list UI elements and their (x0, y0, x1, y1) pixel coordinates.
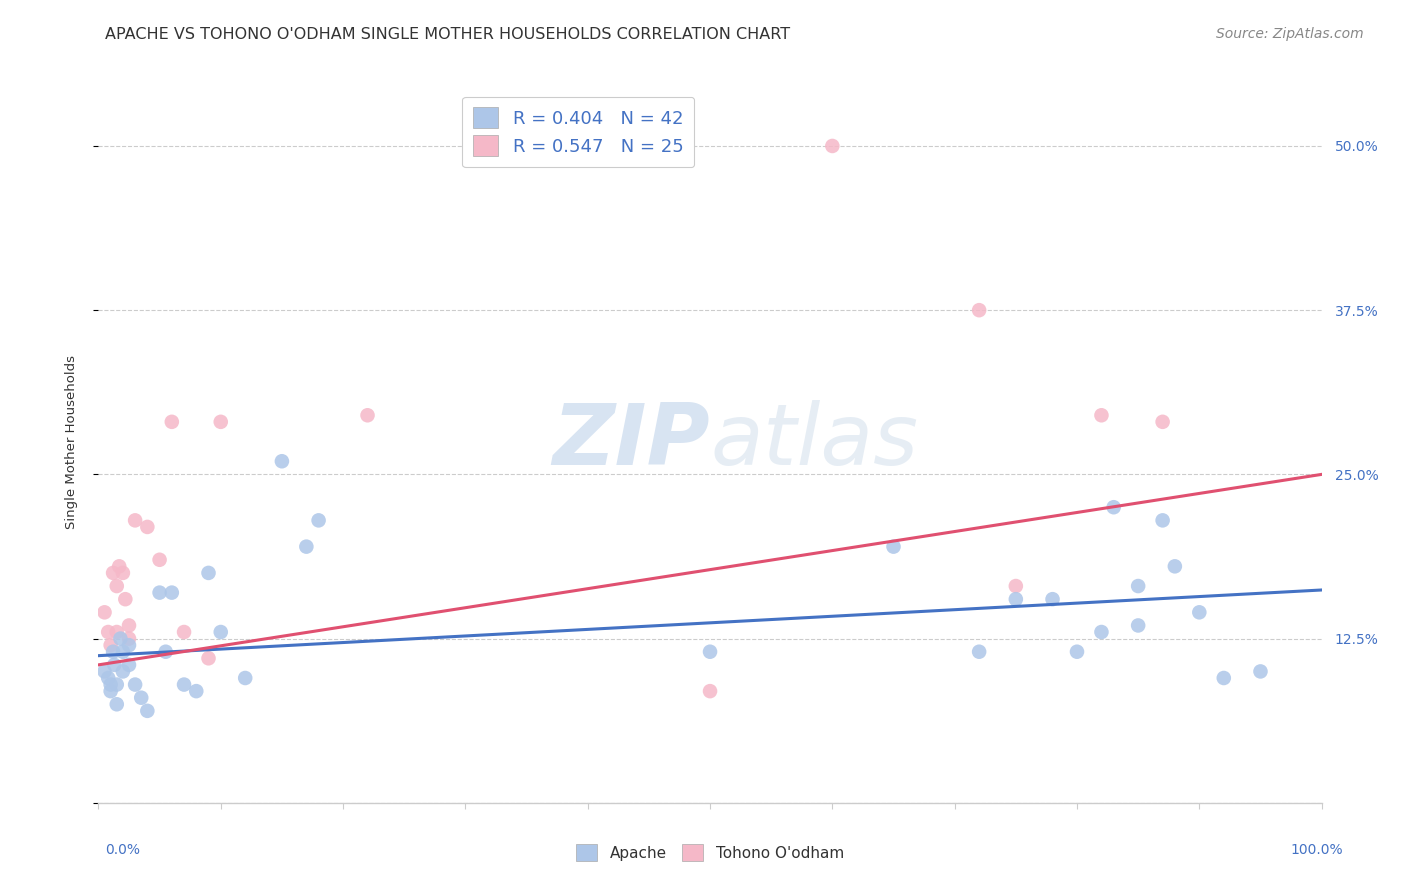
Point (173, 625, 195, 640)
Point (699, 684, 721, 698)
Text: ZIP: ZIP (553, 400, 710, 483)
Point (136, 520, 159, 534)
Point (108, 559, 131, 574)
Point (129, 690, 152, 705)
Point (101, 645, 124, 659)
Text: Source: ZipAtlas.com: Source: ZipAtlas.com (1216, 27, 1364, 41)
Text: 100.0%: 100.0% (1291, 843, 1343, 857)
Point (1152, 513, 1174, 527)
Point (209, 625, 232, 640)
Point (93, 665, 115, 679)
Point (136, 704, 159, 718)
Point (160, 415, 183, 429)
Point (270, 454, 294, 468)
Point (1090, 409, 1112, 423)
Point (111, 645, 134, 659)
Point (149, 585, 172, 599)
Point (821, 139, 844, 153)
Point (118, 657, 141, 672)
Point (105, 579, 128, 593)
Point (118, 618, 141, 632)
Point (967, 645, 990, 659)
Point (1004, 592, 1026, 607)
Text: APACHE VS TOHONO O'ODHAM SINGLE MOTHER HOUSEHOLDS CORRELATION CHART: APACHE VS TOHONO O'ODHAM SINGLE MOTHER H… (105, 27, 790, 42)
Point (1249, 665, 1271, 679)
Point (160, 585, 183, 599)
Point (105, 698, 128, 712)
Point (124, 677, 146, 691)
Point (118, 638, 141, 652)
Point (110, 632, 132, 646)
Point (93, 605, 115, 619)
Point (100, 684, 122, 698)
Point (883, 540, 905, 554)
Point (295, 540, 318, 554)
Point (118, 632, 141, 646)
Point (105, 677, 128, 691)
Point (1212, 671, 1234, 685)
Point (155, 645, 177, 659)
Point (1152, 415, 1174, 429)
Point (103, 657, 125, 672)
Point (1066, 645, 1088, 659)
Point (101, 566, 124, 580)
Point (111, 566, 134, 580)
Point (124, 513, 146, 527)
Point (1188, 605, 1211, 619)
Point (209, 415, 232, 429)
Point (100, 677, 122, 691)
Point (97, 671, 120, 685)
Point (1004, 579, 1026, 593)
Point (149, 553, 172, 567)
Point (197, 566, 219, 580)
Point (100, 638, 122, 652)
Point (1090, 625, 1112, 640)
Point (356, 409, 378, 423)
Point (186, 684, 208, 698)
Y-axis label: Single Mother Households: Single Mother Households (65, 354, 77, 529)
Point (111, 665, 134, 679)
Point (1164, 559, 1187, 574)
Point (1128, 579, 1150, 593)
Point (173, 677, 195, 691)
Point (1102, 500, 1125, 515)
Text: atlas: atlas (710, 400, 918, 483)
Legend: Apache, Tohono O'odham: Apache, Tohono O'odham (569, 838, 851, 867)
Point (97, 625, 120, 640)
Text: 0.0%: 0.0% (105, 843, 141, 857)
Point (967, 303, 990, 318)
Point (197, 651, 219, 665)
Point (233, 671, 256, 685)
Point (1042, 592, 1064, 607)
Point (308, 513, 330, 527)
Point (1128, 618, 1150, 632)
Point (699, 645, 721, 659)
Point (105, 625, 128, 640)
Point (114, 592, 136, 607)
